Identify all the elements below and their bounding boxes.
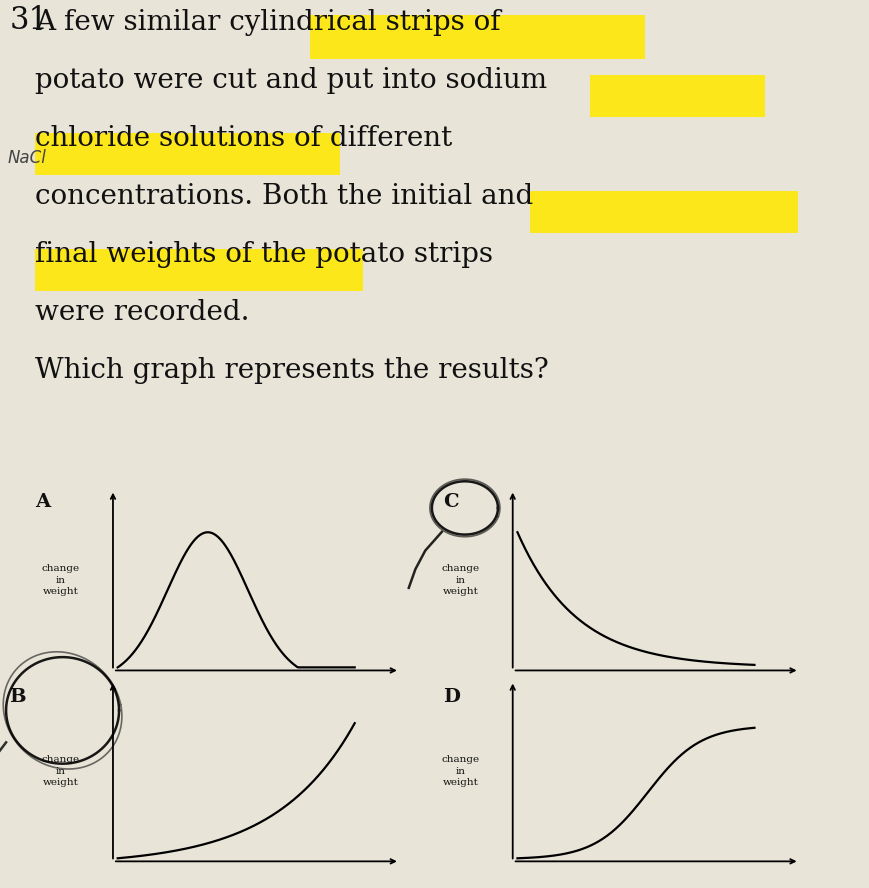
Text: change
in
weight: change in weight bbox=[42, 755, 80, 787]
Text: NaCl: NaCl bbox=[8, 149, 47, 167]
Text: chloride solutions of different: chloride solutions of different bbox=[35, 125, 452, 152]
Bar bbox=[590, 75, 765, 117]
Text: A: A bbox=[35, 493, 50, 511]
Text: final weights of the potato strips: final weights of the potato strips bbox=[35, 242, 493, 268]
Text: change
in
weight: change in weight bbox=[441, 755, 480, 787]
Text: C: C bbox=[443, 493, 459, 511]
Text: D: D bbox=[443, 688, 461, 706]
Bar bbox=[35, 133, 340, 175]
Text: sodium chloride
solution (concentration): sodium chloride solution (concentration) bbox=[605, 719, 723, 740]
Text: A few similar cylindrical strips of: A few similar cylindrical strips of bbox=[35, 9, 501, 36]
Text: change
in
weight: change in weight bbox=[441, 564, 480, 596]
Bar bbox=[35, 250, 363, 291]
Text: were recorded.: were recorded. bbox=[35, 299, 249, 326]
Text: 31: 31 bbox=[10, 5, 49, 36]
Text: B: B bbox=[9, 688, 25, 706]
Text: sodium chloride
solution (concentration): sodium chloride solution (concentration) bbox=[205, 719, 323, 740]
Text: change
in
weight: change in weight bbox=[42, 564, 80, 596]
Text: potato were cut and put into sodium: potato were cut and put into sodium bbox=[35, 67, 547, 94]
Text: concentrations. Both the initial and: concentrations. Both the initial and bbox=[35, 183, 534, 210]
Text: Which graph represents the results?: Which graph represents the results? bbox=[35, 357, 548, 385]
Bar bbox=[530, 191, 798, 234]
Bar bbox=[310, 15, 645, 59]
